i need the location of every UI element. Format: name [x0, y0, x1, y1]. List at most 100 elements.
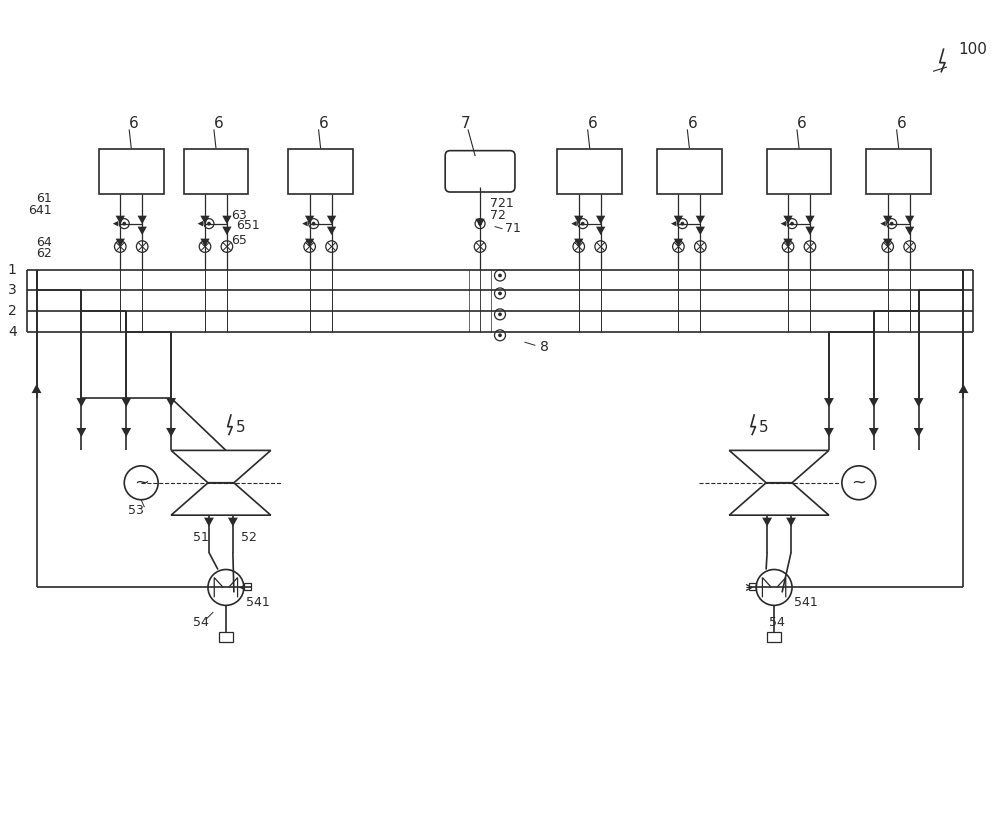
Polygon shape [783, 239, 793, 247]
Polygon shape [883, 215, 892, 224]
Text: 8: 8 [540, 340, 549, 354]
Polygon shape [883, 239, 892, 247]
Polygon shape [32, 384, 41, 393]
Polygon shape [696, 215, 705, 224]
Polygon shape [574, 215, 583, 224]
Polygon shape [905, 215, 914, 224]
Bar [99, 149, 164, 194]
Text: 7: 7 [460, 116, 470, 132]
Polygon shape [76, 398, 86, 407]
Circle shape [499, 334, 501, 337]
Text: ~: ~ [851, 473, 866, 492]
Text: 641: 641 [28, 204, 51, 217]
Text: 6: 6 [214, 116, 224, 132]
Polygon shape [824, 428, 834, 437]
Polygon shape [914, 428, 924, 437]
Circle shape [582, 222, 584, 225]
Bar [866, 149, 931, 194]
Polygon shape [239, 585, 244, 590]
Text: 51: 51 [193, 531, 209, 544]
Polygon shape [200, 215, 210, 224]
Text: 61: 61 [36, 192, 51, 205]
Text: 62: 62 [36, 247, 51, 260]
Polygon shape [869, 428, 879, 437]
Polygon shape [783, 215, 793, 224]
Polygon shape [302, 221, 308, 226]
Text: 63: 63 [231, 210, 247, 222]
Circle shape [681, 222, 684, 225]
Polygon shape [914, 398, 924, 407]
Text: 6: 6 [588, 116, 598, 132]
Text: 100: 100 [958, 42, 987, 57]
Polygon shape [327, 215, 336, 224]
Polygon shape [596, 215, 605, 224]
Polygon shape [781, 221, 786, 226]
Text: 651: 651 [236, 220, 260, 232]
Bar [657, 149, 722, 194]
Bar [749, 583, 756, 591]
Bar [288, 149, 353, 194]
Bar [244, 583, 251, 591]
Bar [767, 149, 831, 194]
Text: 6: 6 [897, 116, 907, 132]
Polygon shape [166, 398, 176, 407]
Text: 541: 541 [794, 596, 818, 609]
Polygon shape [574, 239, 583, 247]
Text: 65: 65 [231, 234, 247, 247]
Polygon shape [121, 428, 131, 437]
Text: 6: 6 [687, 116, 697, 132]
Polygon shape [198, 221, 203, 226]
Text: 6: 6 [797, 116, 807, 132]
Text: 71: 71 [505, 222, 521, 235]
Polygon shape [138, 215, 147, 224]
Polygon shape [76, 428, 86, 437]
Text: 721: 721 [490, 197, 514, 210]
Polygon shape [222, 215, 232, 224]
Polygon shape [671, 221, 676, 226]
Text: 1: 1 [8, 263, 17, 277]
Polygon shape [762, 518, 772, 526]
Text: 5: 5 [759, 421, 769, 436]
Polygon shape [116, 239, 125, 247]
Text: 52: 52 [241, 531, 257, 544]
Bar [557, 149, 622, 194]
Bar [219, 633, 233, 642]
Polygon shape [674, 215, 683, 224]
Text: 6: 6 [129, 116, 139, 132]
Polygon shape [305, 239, 314, 247]
Polygon shape [222, 226, 232, 235]
Text: 53: 53 [128, 504, 144, 517]
Polygon shape [200, 239, 210, 247]
Polygon shape [786, 518, 796, 526]
Circle shape [312, 222, 315, 225]
Polygon shape [905, 226, 914, 235]
Polygon shape [475, 219, 485, 227]
Polygon shape [121, 398, 131, 407]
Polygon shape [696, 226, 705, 235]
Text: ~: ~ [134, 473, 149, 492]
Text: 64: 64 [36, 236, 51, 249]
Text: 72: 72 [490, 210, 506, 222]
Polygon shape [166, 428, 176, 437]
Polygon shape [327, 226, 336, 235]
Text: 54: 54 [769, 616, 785, 628]
Text: 3: 3 [8, 283, 17, 297]
Bar [184, 149, 248, 194]
Text: 2: 2 [8, 304, 17, 318]
Polygon shape [571, 221, 577, 226]
Circle shape [891, 222, 893, 225]
Polygon shape [116, 215, 125, 224]
Bar [767, 633, 781, 642]
Circle shape [791, 222, 793, 225]
Circle shape [123, 222, 125, 225]
Polygon shape [824, 398, 834, 407]
Circle shape [499, 292, 501, 295]
Polygon shape [805, 226, 815, 235]
Text: 6: 6 [319, 116, 328, 132]
Polygon shape [869, 398, 879, 407]
Polygon shape [596, 226, 605, 235]
Text: 541: 541 [246, 596, 270, 609]
Polygon shape [805, 215, 815, 224]
Polygon shape [959, 384, 968, 393]
Circle shape [208, 222, 210, 225]
